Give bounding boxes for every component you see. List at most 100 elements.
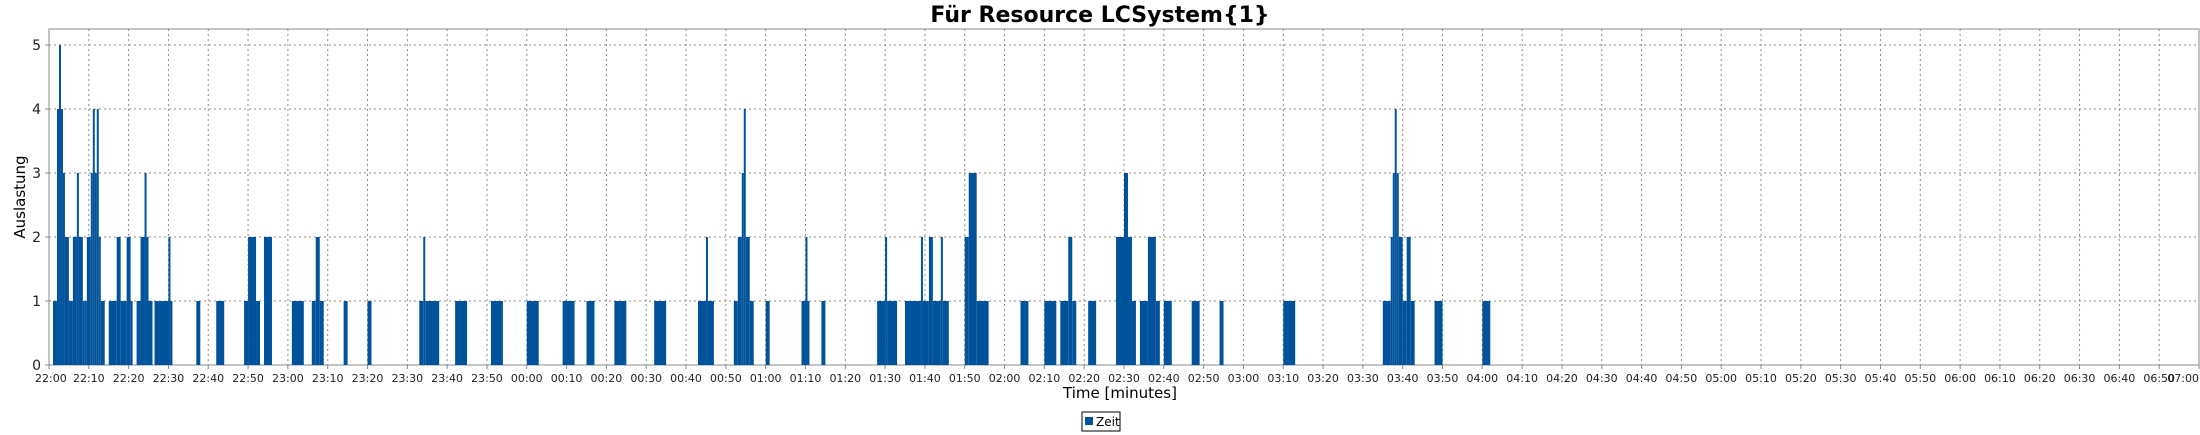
x-tick-label: 23:10 <box>312 372 344 385</box>
bar <box>1147 237 1156 365</box>
bar <box>136 301 141 365</box>
x-tick-label: 00:40 <box>670 372 702 385</box>
bar <box>765 301 770 365</box>
bar <box>148 301 153 365</box>
bar <box>64 237 69 365</box>
x-tick-label: 05:40 <box>1865 372 1897 385</box>
bar <box>697 301 706 365</box>
bar <box>749 301 754 365</box>
bar <box>256 301 261 365</box>
bar <box>1390 237 1393 365</box>
x-tick-label: 00:30 <box>630 372 662 385</box>
bar <box>920 237 923 365</box>
bar <box>1406 237 1411 365</box>
y-tick-label: 5 <box>32 38 41 54</box>
x-tick-label: 06:30 <box>2064 372 2096 385</box>
bar <box>291 301 304 365</box>
x-tick-label: 04:10 <box>1506 372 1538 385</box>
bar <box>976 301 989 365</box>
x-tick-label: 05:00 <box>1705 372 1737 385</box>
x-tick-label: 01:20 <box>829 372 861 385</box>
y-tick-label: 2 <box>32 230 41 246</box>
legend-box <box>1081 411 1121 432</box>
bar <box>1394 109 1397 365</box>
x-tick-label: 02:00 <box>989 372 1021 385</box>
bar <box>92 109 95 365</box>
bar <box>964 237 969 365</box>
x-axis-label: Time [minutes] <box>1062 384 1177 402</box>
bar <box>1402 301 1407 365</box>
bar <box>562 301 575 365</box>
bar <box>1139 301 1148 365</box>
bar <box>1392 173 1395 365</box>
bar <box>1124 173 1128 365</box>
bar <box>1072 301 1077 365</box>
bar <box>367 301 372 365</box>
x-tick-label: 06:20 <box>2024 372 2056 385</box>
legend-swatch-zeit <box>1085 417 1093 425</box>
bar <box>82 301 85 365</box>
x-tick-label: 02:30 <box>1108 372 1140 385</box>
bar <box>1482 301 1491 365</box>
bar <box>425 301 440 365</box>
bar <box>745 237 750 365</box>
x-tick-label: 22:10 <box>73 372 105 385</box>
bar <box>1410 301 1415 365</box>
x-tick-label: 04:30 <box>1586 372 1618 385</box>
bar <box>737 237 742 365</box>
x-tick-label: 02:40 <box>1148 372 1180 385</box>
x-tick-label: 23:30 <box>391 372 423 385</box>
bar <box>707 301 714 365</box>
bar <box>905 301 921 365</box>
x-tick-label: 07:00 <box>2167 372 2199 385</box>
x-tick-label: 04:20 <box>1546 372 1578 385</box>
bar <box>62 173 65 365</box>
bar <box>801 301 806 365</box>
x-tick-label: 04:00 <box>1466 372 1498 385</box>
x-tick-label: 06:50 <box>2143 372 2175 385</box>
bar <box>94 173 97 365</box>
x-tick-label: 03:30 <box>1347 372 1379 385</box>
bar <box>526 301 539 365</box>
bar <box>1068 237 1073 365</box>
bar <box>1398 237 1403 365</box>
bar <box>170 301 173 365</box>
bar <box>60 109 63 365</box>
bar <box>1044 301 1057 365</box>
bar <box>1396 173 1399 365</box>
bar <box>614 301 627 365</box>
x-tick-label: 01:00 <box>750 372 782 385</box>
bar <box>932 301 941 365</box>
bar <box>343 301 348 365</box>
x-tick-label: 03:50 <box>1427 372 1459 385</box>
y-tick-label: 1 <box>32 294 41 310</box>
bar <box>877 301 886 365</box>
x-tick-label: 05:50 <box>1904 372 1936 385</box>
x-tick-label: 22:50 <box>232 372 264 385</box>
bar <box>1127 237 1132 365</box>
bar <box>940 237 943 365</box>
x-tick-label: 06:00 <box>1944 372 1976 385</box>
bar <box>807 301 810 365</box>
x-tick-label: 23:00 <box>272 372 304 385</box>
bar <box>315 237 320 365</box>
x-tick-label: 03:40 <box>1387 372 1419 385</box>
bar <box>1434 301 1443 365</box>
bar <box>116 237 121 365</box>
x-tick-label: 03:20 <box>1307 372 1339 385</box>
bar <box>1060 301 1069 365</box>
bar <box>1191 301 1200 365</box>
bar <box>743 109 746 365</box>
bar <box>733 301 738 365</box>
bar <box>311 301 316 365</box>
bar <box>144 173 147 365</box>
bar <box>968 173 977 365</box>
x-tick-label: 00:00 <box>511 372 543 385</box>
bar <box>216 301 225 365</box>
bar <box>72 237 77 365</box>
bar <box>928 237 933 365</box>
bar <box>741 173 744 365</box>
x-tick-label: 23:20 <box>352 372 384 385</box>
x-tick-label: 05:30 <box>1825 372 1857 385</box>
